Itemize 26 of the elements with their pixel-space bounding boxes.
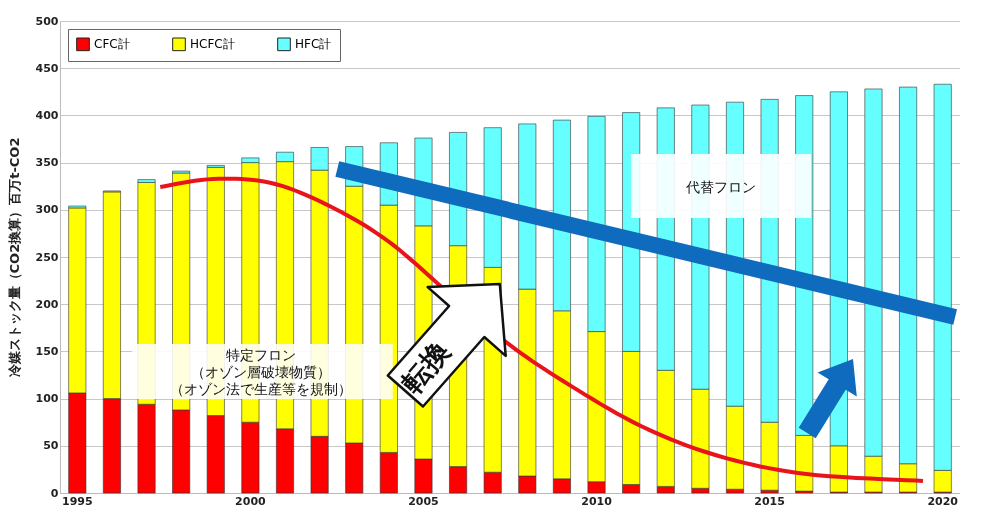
y-tick-label: 500 <box>35 14 59 28</box>
x-tick-label: 2005 <box>408 494 439 508</box>
annotation: （オゾン法で生産等を規制） <box>170 381 353 397</box>
y-tick-label: 0 <box>50 486 59 500</box>
x-tick-label: 2010 <box>581 494 613 508</box>
legend-label: HFC計 <box>295 37 332 52</box>
annotation: （オゾン層破壊物質） <box>191 364 332 380</box>
x-tick-label: 2015 <box>754 494 785 508</box>
y-tick-label: 300 <box>35 203 59 217</box>
y-tick-label: 100 <box>35 392 59 406</box>
y-tick-label: 400 <box>35 108 59 122</box>
y-tick-label: 250 <box>35 250 59 264</box>
y-tick-label: 150 <box>35 344 59 358</box>
y-tick-label: 450 <box>35 61 59 75</box>
y-axis-title: 冷媒ストック量（CO2換算）百万t-CO2 <box>6 137 22 378</box>
legend-label: HCFC計 <box>190 37 235 52</box>
y-tick-label: 200 <box>35 297 59 311</box>
x-tick-label: 2000 <box>235 494 267 508</box>
annotation: 特定フロン <box>226 347 297 363</box>
annotation: 代替フロン <box>684 179 756 195</box>
y-tick-label: 50 <box>43 439 59 453</box>
y-tick-label: 350 <box>35 156 59 170</box>
legend-label: CFC計 <box>94 37 130 52</box>
annotation: 転換 <box>395 334 457 400</box>
x-tick-label: 1995 <box>62 494 93 508</box>
x-tick-label: 2020 <box>927 494 959 508</box>
